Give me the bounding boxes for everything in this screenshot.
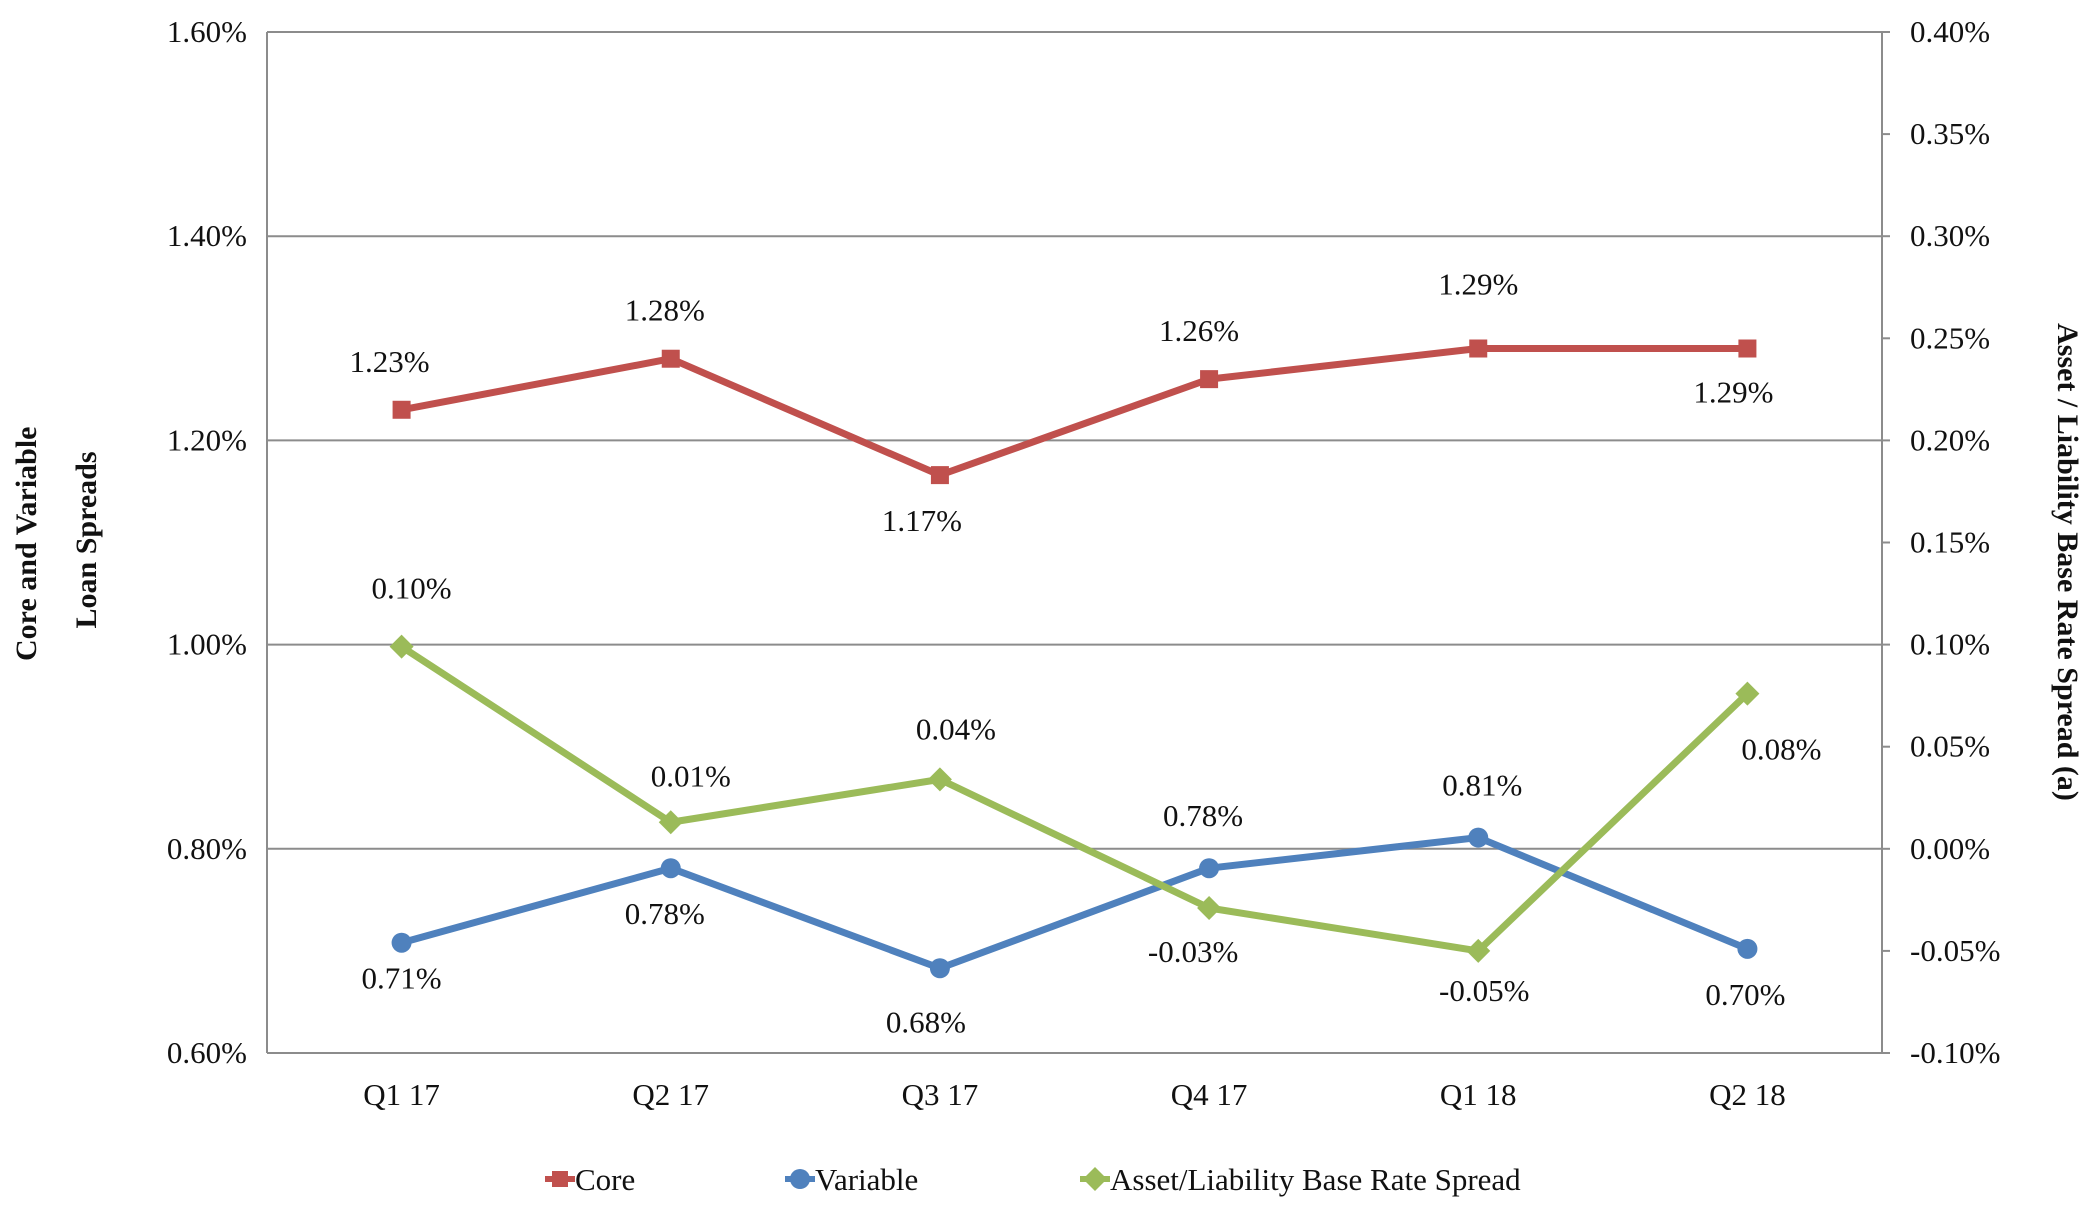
data-label: 1.26% [1159,313,1239,348]
legend-item: Variable [785,1162,918,1197]
data-point-marker [1197,896,1222,921]
legend-label: Core [575,1162,635,1197]
x-tick-label: Q2 18 [1709,1077,1786,1112]
data-label: 0.08% [1741,732,1821,767]
y-left-tick-label: 0.80% [167,831,247,866]
y-right-tick-label: 0.25% [1910,320,1990,355]
legend: Core Variable Asset/Liability Base Rate Sp… [545,1162,1521,1197]
data-point-marker [1468,827,1489,848]
y-right-tick-label: 0.40% [1910,14,1990,49]
data-label: 0.78% [625,896,705,931]
legend-marker [1083,1167,1107,1191]
data-point-marker [660,858,681,879]
legend-label: Asset/Liability Base Rate Spread [1110,1162,1521,1197]
data-label: 0.78% [1163,798,1243,833]
data-label: 0.68% [886,1004,966,1039]
x-tick-label: Q3 17 [902,1077,979,1112]
y-right-tick-label: 0.35% [1910,116,1990,151]
legend-marker [790,1169,810,1189]
axis-ticks: 0.60% 0.80% 1.00% 1.20% 1.40% 1.60% -0.10% -0.0… [167,14,2000,1112]
series-asset-liability-base-rate-spread: 0.10% 0.01% 0.04% -0.03% -0.05% 0.08% [372,571,1822,1008]
data-point-marker [1200,370,1219,389]
data-label: 0.71% [362,961,442,996]
data-label: 0.01% [651,758,731,793]
y-right-tick-label: -0.05% [1910,933,2000,968]
y-right-tick-label: 0.05% [1910,729,1990,764]
data-point-marker [658,810,683,835]
data-point-marker [1466,938,1491,963]
data-point-marker [391,932,412,953]
x-tick-label: Q1 18 [1440,1077,1517,1112]
y-left-tick-label: 1.00% [167,627,247,662]
data-label: 1.28% [625,293,705,328]
data-point-marker [1737,938,1758,959]
data-point-marker [1738,339,1757,358]
y-right-tick-label: 0.10% [1910,627,1990,662]
data-point-marker [392,400,411,419]
data-label: 0.70% [1705,977,1785,1012]
y-right-tick-label: -0.10% [1910,1035,2000,1070]
data-point-marker [1469,339,1488,358]
legend-item: Asset/Liability Base Rate Spread [1080,1162,1521,1197]
data-point-marker [927,767,952,792]
data-label: 0.10% [372,571,452,606]
y-left-title-line-1: Core and Variable [10,427,43,661]
data-label: 1.23% [350,344,430,379]
y-left-tick-label: 0.60% [167,1035,247,1070]
x-tick-label: Q1 17 [363,1077,440,1112]
data-point-marker [1735,681,1760,706]
gridlines [266,31,1890,1054]
series-line [400,834,1749,972]
data-label: 1.29% [1438,267,1518,302]
data-label: -0.03% [1148,934,1238,969]
data-point-marker [389,634,414,659]
data-label: 0.81% [1442,768,1522,803]
y-right-tick-label: 0.00% [1910,831,1990,866]
y-right-tick-label: 0.20% [1910,422,1990,457]
series-line [400,345,1748,479]
data-label: 0.04% [916,711,996,746]
series-variable: 0.71% 0.78% 0.68% 0.78% 0.81% 0.70% [362,768,1786,1040]
data-label: 1.29% [1693,375,1773,410]
series-group: 1.23% 1.28% 1.17% 1.26% 1.29% 1.29% 0.71% 0.78%… [350,267,1822,1040]
y-left-title-line-2: Loan Spreads [70,451,103,628]
y-left-tick-label: 1.60% [167,14,247,49]
series-core: 1.23% 1.28% 1.17% 1.26% 1.29% 1.29% [350,267,1774,539]
y-right-tick-label: 0.30% [1910,218,1990,253]
data-label: -0.05% [1439,973,1529,1008]
data-point-marker [930,466,949,485]
x-tick-label: Q2 17 [632,1077,709,1112]
legend-marker [552,1171,568,1187]
data-point-marker [661,349,680,368]
series-line [399,643,1750,955]
y-left-tick-label: 1.20% [167,422,247,457]
y-left-axis-title: Core and Variable Loan Spreads [10,419,103,661]
x-tick-label: Q4 17 [1171,1077,1248,1112]
legend-item: Core [545,1162,635,1197]
y-right-axis-title: Asset / Liability Base Rate Spread (a) [2051,323,2084,801]
y-left-tick-label: 1.40% [167,218,247,253]
y-right-tick-label: 0.15% [1910,525,1990,560]
data-point-marker [929,958,950,979]
legend-label: Variable [815,1162,918,1197]
data-point-marker [1199,858,1220,879]
data-label: 1.17% [882,503,962,538]
